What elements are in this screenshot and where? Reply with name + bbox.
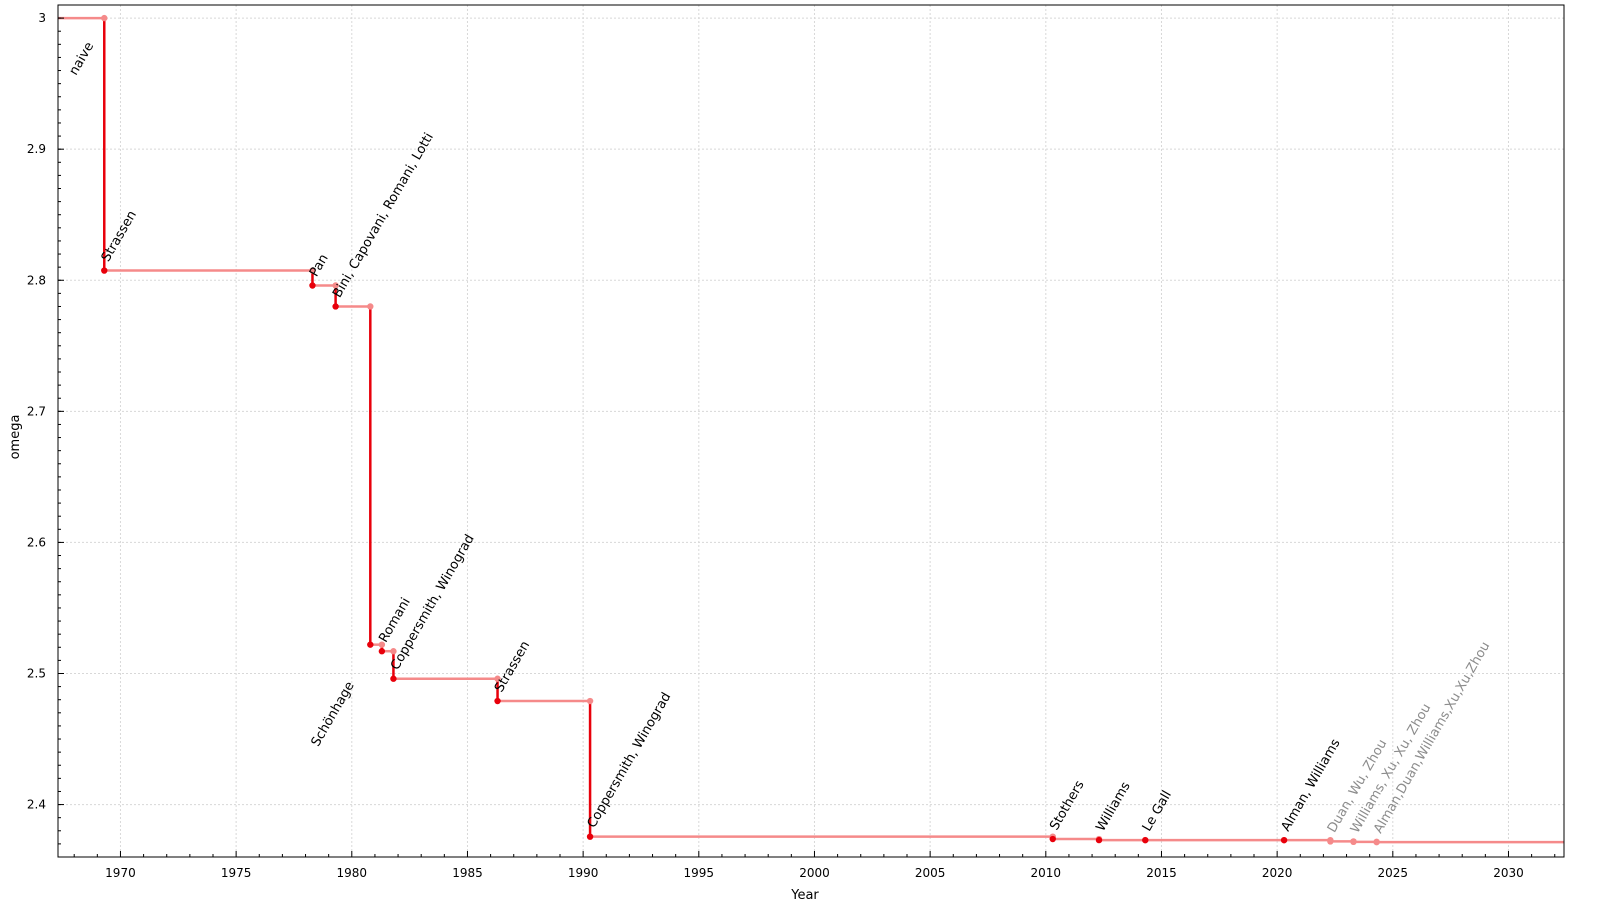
previous-value-marker — [367, 303, 374, 310]
y-tick-label: 2.5 — [27, 666, 46, 680]
previous-value-marker — [586, 697, 594, 705]
x-tick-label: 1995 — [684, 866, 715, 880]
x-axis-label: Year — [790, 888, 819, 903]
data-point-marker — [494, 697, 501, 705]
x-tick-label: 2015 — [1146, 866, 1177, 880]
previous-value-marker — [390, 648, 397, 655]
omega-series — [58, 14, 1564, 846]
y-tick-label: 2.4 — [27, 798, 46, 812]
x-tick-label: 2025 — [1378, 866, 1409, 880]
previous-value-marker — [494, 675, 501, 682]
data-point-marker — [1327, 838, 1334, 845]
data-point-marker — [1373, 838, 1380, 846]
y-tick-label: 2.7 — [27, 404, 46, 418]
plot-frame — [57, 4, 1565, 858]
previous-value-marker — [332, 282, 339, 289]
y-tick-label: 3 — [38, 11, 46, 25]
data-point-marker — [1350, 838, 1357, 846]
y-tick-label: 2.9 — [27, 142, 46, 156]
x-tick-label: 1990 — [568, 866, 599, 880]
data-point-marker — [1142, 836, 1149, 844]
x-tick-label: 1980 — [337, 866, 368, 880]
point-label: Alman,Duan,Williams,Xu,Xu,Zhou — [1371, 639, 1493, 836]
point-label: Pan — [307, 252, 332, 280]
data-point-marker — [101, 267, 108, 274]
grid — [58, 5, 1564, 857]
point-label: Stothers — [1047, 778, 1087, 833]
point-label: Le Gall — [1140, 788, 1175, 834]
point-label: Coppersmith, Winograd — [585, 690, 675, 831]
previous-value-marker — [378, 641, 386, 648]
point-label: Strassen — [492, 639, 533, 695]
point-label: Schönhage — [309, 679, 358, 749]
x-tick-label: 2005 — [915, 866, 946, 880]
data-point-marker — [1095, 836, 1103, 844]
previous-value-marker — [101, 14, 108, 22]
data-point-marker — [1049, 835, 1056, 843]
point-label: Bini, Capovani, Romani, Lotti — [330, 131, 437, 301]
x-tick-label: 2010 — [1031, 866, 1062, 880]
x-tick-label: 2000 — [799, 866, 830, 880]
y-tick-label: 2.6 — [27, 535, 46, 549]
previous-value-marker — [309, 267, 316, 274]
y-axis-label: omega — [8, 415, 23, 460]
y-tick-label: 2.8 — [27, 273, 46, 287]
data-point-marker — [378, 648, 386, 655]
x-tick-label: 2020 — [1262, 866, 1293, 880]
data-point-marker — [309, 282, 316, 289]
data-point-marker — [586, 833, 594, 840]
axes: 1970 1975 1980 1985 1990 1995 2000 2005 2010 2015… — [27, 4, 1556, 880]
data-point-marker — [390, 675, 397, 682]
x-tick-label: 1970 — [105, 866, 136, 880]
data-point-marker — [367, 641, 374, 648]
x-tick-label: 1985 — [452, 866, 483, 880]
data-point-marker — [332, 303, 339, 310]
point-label: naive — [66, 40, 97, 78]
data-point-marker — [1280, 836, 1288, 844]
point-label: Williams — [1093, 779, 1133, 834]
x-tick-label: 2030 — [1493, 866, 1524, 880]
x-tick-label: 1975 — [221, 866, 252, 880]
